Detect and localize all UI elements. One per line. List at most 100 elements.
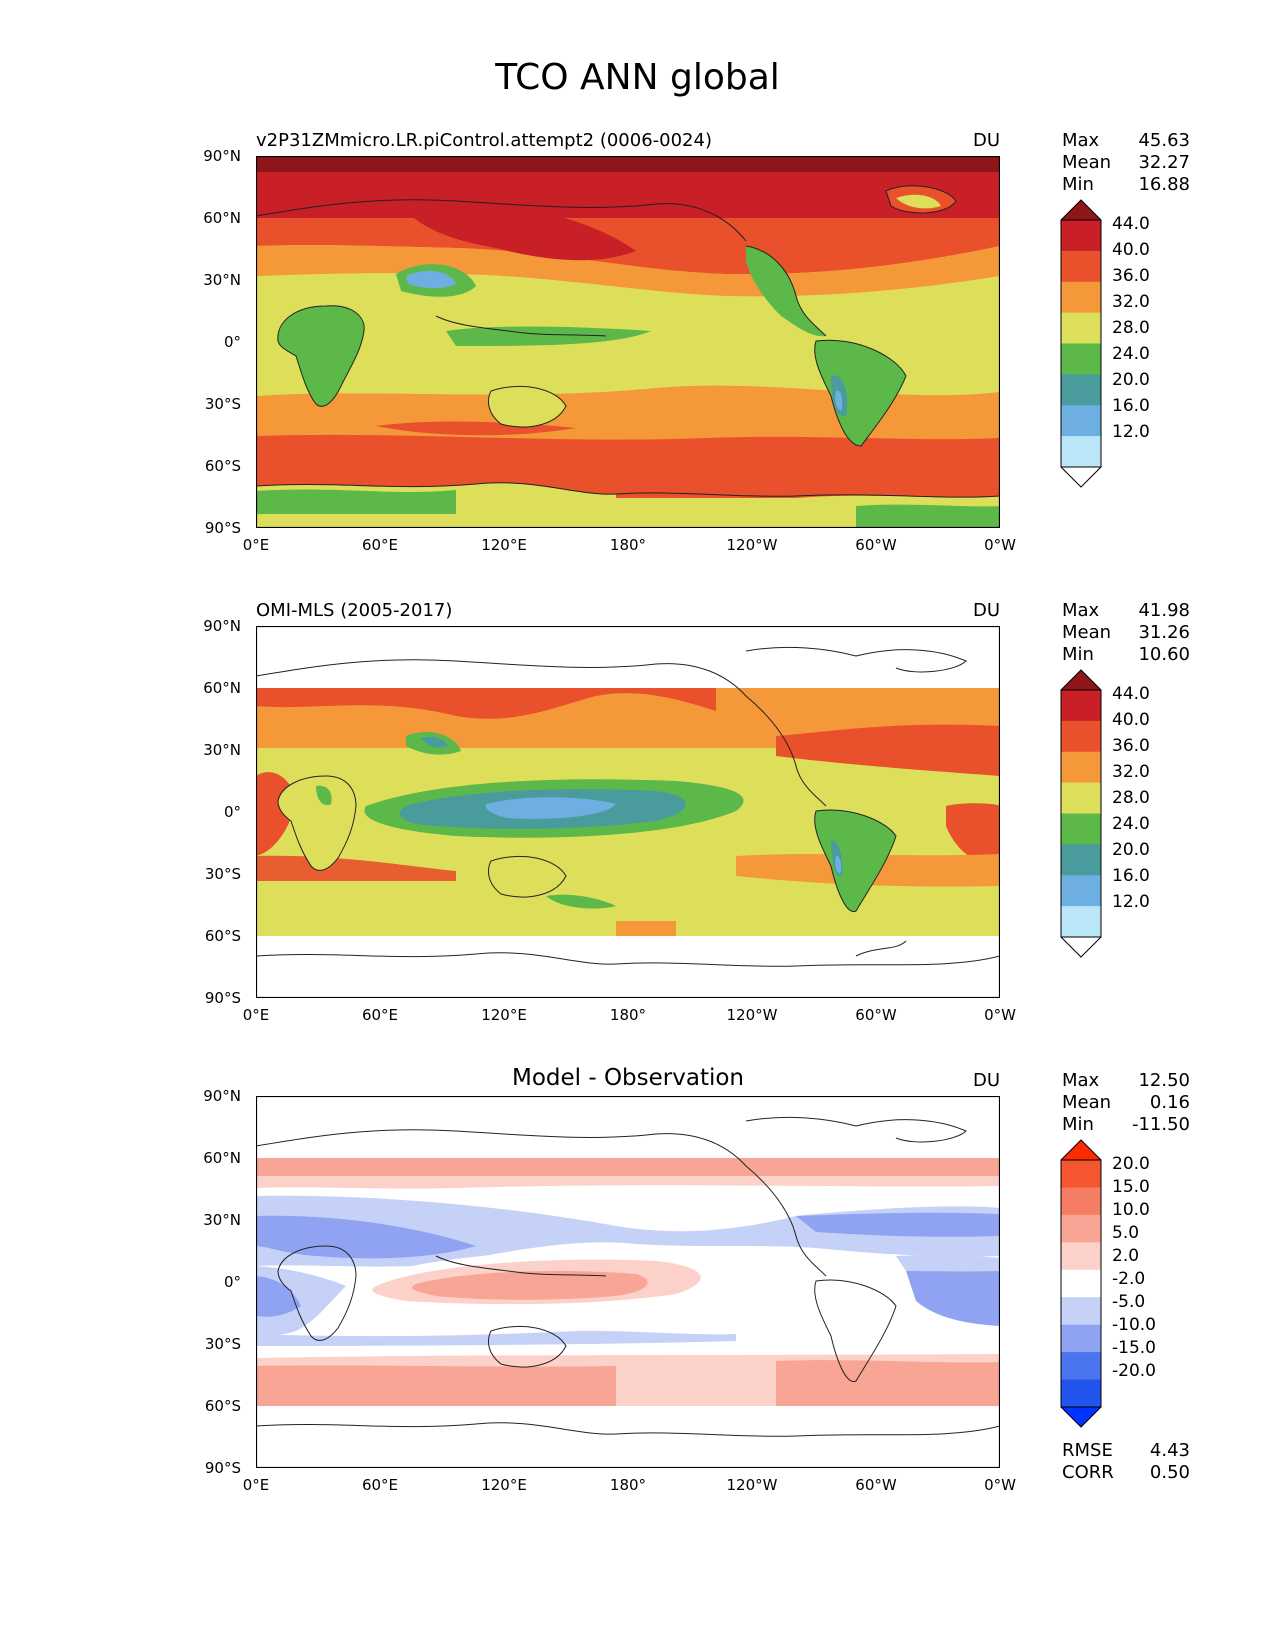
lat-tick-label: 0° [223, 333, 241, 351]
lat-tick-label: 90°S [204, 989, 241, 1007]
colorbar-tick: 40.0 [1112, 240, 1150, 260]
panel-title: OMI-MLS (2005-2017) [256, 600, 453, 621]
lon-tick-label: 120°E [481, 536, 527, 554]
lon-tick-label: 60°E [361, 1476, 399, 1494]
colorbar-tick: 32.0 [1112, 762, 1150, 782]
colorbar-swatch [1061, 1269, 1101, 1298]
colorbar-extend-min [1061, 937, 1101, 957]
lon-tick-label: 0°E [242, 1006, 270, 1024]
lon-tick-label: 120°W [726, 536, 778, 554]
lat-tick-label: 60°S [204, 1397, 241, 1415]
colorbar-tick: 40.0 [1112, 710, 1150, 730]
stat-mean: 32.27 [1138, 152, 1190, 173]
lon-tick-label: 180° [609, 1476, 647, 1494]
colorbar-swatch [1061, 1379, 1101, 1408]
lon-tick-label: 0°E [242, 1476, 270, 1494]
stat-max: 12.50 [1138, 1070, 1190, 1091]
colorbar-extend-max [1061, 670, 1101, 690]
colorbar-tick: 12.0 [1112, 422, 1150, 442]
lon-tick-label: 60°E [361, 1006, 399, 1024]
lat-tick-label: 60°N [203, 1149, 241, 1167]
colorbar-swatch [1061, 1352, 1101, 1381]
colorbar-swatch [1061, 250, 1101, 283]
colorbar-swatch [1061, 690, 1101, 722]
lat-tick-label: 30°N [203, 1211, 241, 1229]
lon-tick-label: 60°W [855, 1006, 897, 1024]
colorbar-tick: 16.0 [1112, 866, 1150, 886]
lat-tick-label: 90°N [203, 617, 241, 635]
colorbar-swatch [1061, 405, 1101, 437]
lat-tick-label: 30°S [204, 1335, 241, 1353]
stats-box: Max 12.50 Mean 0.16 Min -11.50 [1062, 1070, 1190, 1136]
stat-mean-label: Mean [1062, 152, 1112, 173]
colorbar-extend-max [1061, 200, 1101, 220]
colorbar-swatch [1061, 720, 1101, 753]
lon-tick-label: 120°E [481, 1006, 527, 1024]
colorbar-swatch [1061, 813, 1101, 845]
colorbar-swatch [1061, 1160, 1101, 1188]
stat-mean-label: Mean [1062, 1092, 1112, 1113]
lat-tick-label: 90°N [203, 147, 241, 165]
lat-tick-label: 60°N [203, 679, 241, 697]
stat-max-label: Max [1062, 130, 1100, 151]
stat-min: -11.50 [1131, 1114, 1190, 1135]
lat-tick-label: 0° [223, 1273, 241, 1291]
stat-max: 45.63 [1138, 130, 1190, 151]
lat-tick-label: 90°S [204, 519, 241, 537]
colorbar-tick: 44.0 [1112, 214, 1150, 234]
colorbar-tick: 10.0 [1112, 1200, 1150, 1220]
map-difference [256, 1096, 1000, 1468]
stat-max: 41.98 [1138, 600, 1190, 621]
lon-tick-label: 120°W [726, 1006, 778, 1024]
stat-min-label: Min [1062, 1114, 1094, 1135]
panel-title: v2P31ZMmicro.LR.piControl.attempt2 (0006… [256, 130, 712, 151]
colorbar-tick: 20.0 [1112, 370, 1150, 390]
colorbar-extend-max [1061, 1140, 1101, 1160]
colorbar-tick: 2.0 [1112, 1246, 1140, 1266]
lat-tick-label: 30°S [204, 395, 241, 413]
colorbar [1060, 668, 1104, 964]
lon-tick-label: 0°E [242, 536, 270, 554]
colorbar-tick: 16.0 [1112, 396, 1150, 416]
colorbar-swatch [1061, 1187, 1101, 1216]
colorbar-tick: 20.0 [1112, 840, 1150, 860]
colorbar-swatch [1061, 1242, 1101, 1271]
colorbar-tick: 28.0 [1112, 788, 1150, 808]
stat-min: 10.60 [1138, 644, 1190, 665]
colorbar-tick: -10.0 [1112, 1315, 1156, 1335]
lon-tick-label: 0°W [984, 536, 1016, 554]
colorbar-tick: -15.0 [1112, 1338, 1156, 1358]
stat-mean: 0.16 [1149, 1092, 1190, 1113]
lat-tick-label: 90°N [203, 1087, 241, 1105]
colorbar-tick: 32.0 [1112, 292, 1150, 312]
lon-tick-label: 180° [609, 536, 647, 554]
colorbar-swatch [1061, 1297, 1101, 1326]
colorbar-tick: -20.0 [1112, 1361, 1156, 1381]
colorbar-swatch [1061, 875, 1101, 907]
lon-tick-label: 120°E [481, 1476, 527, 1494]
colorbar-tick: 5.0 [1112, 1223, 1140, 1243]
colorbar [1060, 1138, 1104, 1434]
colorbar-extend-min [1061, 1407, 1101, 1427]
colorbar-swatch [1061, 281, 1101, 314]
lat-tick-label: 0° [223, 803, 241, 821]
colorbar-swatch [1061, 220, 1101, 252]
stats-box: Max 45.63 Mean 32.27 Min 16.88 [1062, 130, 1190, 196]
colorbar-swatch [1061, 343, 1101, 375]
lat-tick-label: 30°N [203, 271, 241, 289]
colorbar-swatch [1061, 1214, 1101, 1243]
panel-model: v2P31ZMmicro.LR.piControl.attempt2 (0006… [0, 118, 1275, 558]
units-label: DU [972, 1070, 1000, 1091]
lat-tick-label: 30°N [203, 741, 241, 759]
colorbar-swatch [1061, 844, 1101, 876]
colorbar-swatch [1061, 751, 1101, 784]
colorbar-tick: 24.0 [1112, 814, 1150, 834]
lat-tick-label: 30°S [204, 865, 241, 883]
rmse-value: 4.43 [1149, 1440, 1190, 1461]
colorbar-swatch [1061, 1324, 1101, 1353]
panel-title: Model - Observation [511, 1065, 745, 1091]
units-label: DU [972, 130, 1000, 151]
colorbar-tick: 12.0 [1112, 892, 1150, 912]
panel-observation: OMI-MLS (2005-2017) DU 90°N 60°N 30°N 0°… [0, 588, 1275, 1028]
corr-label: CORR [1062, 1462, 1114, 1483]
